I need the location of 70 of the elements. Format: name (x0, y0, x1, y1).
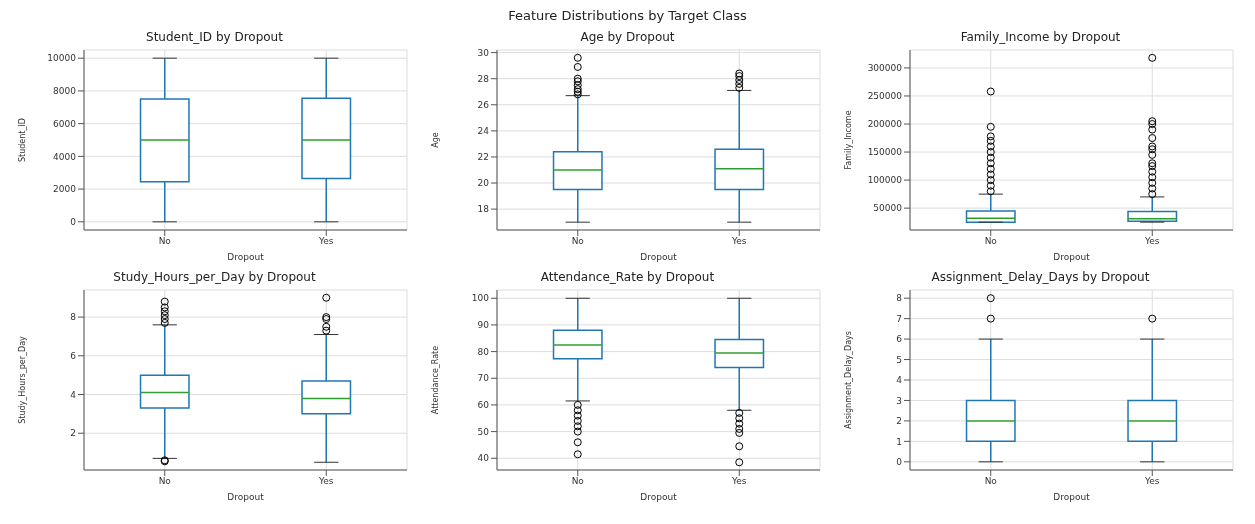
text: Feature Distributions by Target Class (507, 8, 748, 25)
x-tick-label: Yes (317, 476, 334, 487)
y-axis-title: Study_Hours_per_Day (17, 335, 27, 424)
chart-title: Assignment_Delay_Days by Dropout (930, 269, 1151, 286)
x-tick-label: No (571, 476, 585, 487)
chart-title: Study_Hours_per_Day by Dropout (112, 269, 317, 286)
y-tick-label: 300000 (867, 63, 903, 74)
y-tick-label: 150000 (867, 147, 903, 158)
y-tick-label: 40 (477, 453, 490, 464)
y-tick-label: 22 (477, 152, 489, 163)
x-tick-label: Yes (317, 236, 334, 247)
y-tick-label: 1 (896, 436, 902, 447)
y-tick-label: 6 (70, 351, 77, 361)
y-tick-label: 5 (896, 354, 902, 365)
y-tick-label: 100000 (867, 175, 903, 186)
y-tick-label: 8 (896, 293, 903, 304)
y-tick-label: 100 (471, 293, 490, 304)
x-tick-label: Yes (1143, 476, 1160, 487)
y-tick-label: 4000 (53, 151, 77, 162)
y-tick-label: 4 (70, 389, 77, 400)
y-axis-title: Family_Income (843, 110, 853, 170)
y-tick-label: 6 (896, 334, 903, 345)
y-tick-label: 10000 (47, 53, 77, 64)
x-axis-title: Dropout (640, 252, 678, 262)
y-tick-label: 0 (70, 217, 77, 228)
y-tick-label: 8000 (53, 86, 77, 97)
y-tick-label: 250000 (867, 91, 903, 102)
x-tick-label: No (984, 236, 998, 247)
x-tick-label: Yes (730, 476, 747, 487)
x-tick-label: No (984, 476, 998, 487)
x-axis-title: Dropout (1053, 492, 1091, 502)
y-tick-label: 80 (477, 346, 490, 357)
y-axis-title: Student_ID (17, 117, 27, 163)
x-axis-title: Dropout (227, 252, 265, 262)
y-axis-title: Attendance_Rate (430, 345, 440, 415)
y-tick-label: 2 (896, 416, 902, 427)
y-tick-label: 50 (477, 426, 490, 437)
chart-title: Age by Dropout (579, 29, 676, 46)
y-tick-label: 6000 (53, 118, 77, 129)
y-tick-label: 7 (896, 313, 902, 324)
y-tick-label: 26 (477, 99, 490, 110)
y-tick-label: 8 (70, 312, 77, 323)
y-tick-label: 4 (896, 375, 903, 386)
y-tick-label: 60 (477, 400, 490, 411)
y-tick-label: 2000 (53, 184, 77, 195)
x-tick-label: No (158, 236, 172, 247)
x-axis-title: Dropout (227, 492, 265, 502)
x-axis-title: Dropout (1053, 252, 1091, 262)
y-tick-label: 30 (477, 47, 490, 58)
x-tick-label: Yes (1143, 236, 1160, 247)
y-tick-label: 0 (896, 457, 903, 468)
chart-title: Family_Income by Dropout (959, 29, 1122, 46)
y-tick-label: 2 (70, 428, 76, 439)
y-tick-label: 200000 (867, 119, 903, 130)
y-tick-label: 24 (477, 126, 490, 137)
y-tick-label: 70 (477, 373, 490, 384)
chart-title: Student_ID by Dropout (145, 29, 284, 46)
y-tick-label: 90 (477, 320, 490, 331)
y-tick-label: 3 (896, 395, 902, 406)
y-tick-label: 50000 (873, 203, 903, 214)
y-tick-label: 28 (477, 73, 490, 84)
x-axis-title: Dropout (640, 492, 678, 502)
x-tick-label: Yes (730, 236, 747, 247)
x-tick-label: No (571, 236, 585, 247)
y-axis-title: Age (430, 132, 440, 148)
y-tick-label: 20 (477, 178, 490, 189)
x-tick-label: No (158, 476, 172, 487)
chart-title: Attendance_Rate by Dropout (539, 269, 716, 286)
y-tick-label: 18 (477, 204, 490, 215)
y-axis-title: Assignment_Delay_Days (843, 330, 853, 430)
